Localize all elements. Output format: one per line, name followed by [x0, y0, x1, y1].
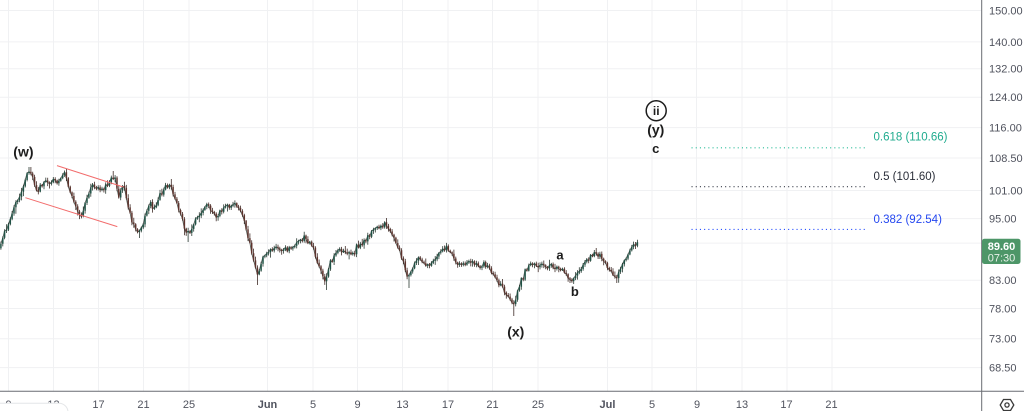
svg-text:108.50: 108.50 [989, 153, 1023, 165]
svg-text:21: 21 [137, 399, 149, 411]
svg-text:132.00: 132.00 [989, 64, 1023, 76]
svg-text:Jun: Jun [258, 399, 278, 411]
svg-text:124.00: 124.00 [989, 92, 1023, 104]
svg-text:0.618 (110.66): 0.618 (110.66) [874, 132, 948, 144]
svg-text:21: 21 [825, 399, 837, 411]
svg-text:25: 25 [532, 399, 544, 411]
svg-text:140.00: 140.00 [989, 37, 1023, 49]
svg-text:116.00: 116.00 [989, 123, 1022, 135]
svg-text:83.00: 83.00 [989, 275, 1017, 287]
svg-text:13: 13 [396, 399, 408, 411]
svg-text:13: 13 [736, 399, 748, 411]
svg-text:73.00: 73.00 [989, 334, 1017, 346]
svg-text:ii: ii [653, 104, 660, 118]
svg-text:78.00: 78.00 [989, 304, 1017, 316]
svg-text:0.382 (92.54): 0.382 (92.54) [874, 214, 943, 226]
svg-text:68.50: 68.50 [989, 363, 1017, 375]
svg-text:9: 9 [694, 399, 700, 411]
svg-text:Jul: Jul [600, 399, 616, 411]
svg-text:5: 5 [649, 399, 655, 411]
svg-text:9: 9 [354, 399, 360, 411]
svg-text:(x): (x) [507, 323, 524, 339]
svg-text:89.60: 89.60 [988, 241, 1016, 253]
svg-text:07:30: 07:30 [988, 253, 1016, 265]
svg-text:17: 17 [442, 399, 454, 411]
svg-text:(w): (w) [13, 143, 33, 159]
svg-text:b: b [571, 284, 579, 299]
svg-text:150.00: 150.00 [989, 6, 1023, 18]
svg-text:95.00: 95.00 [989, 214, 1017, 226]
svg-text:17: 17 [780, 399, 792, 411]
svg-text:5: 5 [310, 399, 316, 411]
svg-text:c: c [652, 141, 659, 156]
svg-text:25: 25 [183, 399, 195, 411]
svg-text:0.5 (101.60): 0.5 (101.60) [874, 171, 936, 183]
svg-text:101.00: 101.00 [989, 186, 1023, 198]
svg-text:a: a [556, 247, 564, 262]
svg-text:21: 21 [486, 399, 498, 411]
svg-text:(y): (y) [647, 121, 664, 137]
svg-text:17: 17 [92, 399, 104, 411]
